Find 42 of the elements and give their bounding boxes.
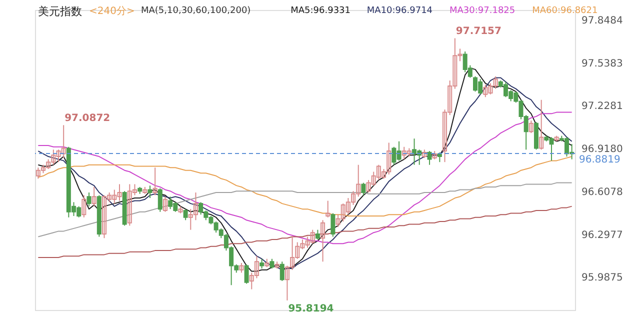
candlestick: [539, 99, 544, 150]
text: MA10:96.9714: [366, 6, 433, 16]
candlestick: [244, 264, 249, 284]
y-tick-label: 97.5383: [582, 58, 623, 70]
candlestick: [92, 186, 96, 207]
candlestick: [427, 150, 432, 166]
candlestick: [270, 258, 274, 270]
candlestick: [239, 262, 244, 274]
y-tick-label: 95.9875: [582, 272, 623, 284]
candlestick: [528, 120, 534, 134]
annotation: 97.0872: [64, 113, 110, 124]
candlestick: [86, 192, 92, 207]
line-series: [38, 182, 572, 238]
candlestick: [320, 220, 326, 262]
candlestick: [361, 182, 366, 196]
candlestick: [330, 212, 336, 238]
annotation: MA(5,10,30,60,100,200): [141, 6, 251, 16]
candlestick: [148, 185, 152, 199]
y-tick-label: 96.2977: [582, 230, 623, 241]
chart-title: 美元指数: [38, 5, 82, 18]
line-series: [38, 206, 572, 258]
y-tick-label: 96.6078: [582, 186, 623, 198]
y-tick-label: 97.2281: [582, 101, 623, 112]
candlestick: [183, 208, 188, 221]
candlestick: [82, 194, 86, 218]
text: MA5:96.9331: [290, 6, 351, 16]
annotation: 95.8194: [288, 303, 334, 314]
candlestick: [152, 167, 158, 196]
ref-line-label: 96.8819: [579, 154, 620, 166]
candlestick: [158, 188, 162, 212]
line-series: [38, 112, 572, 244]
candlestick: [326, 200, 330, 218]
candlestick: [260, 258, 264, 270]
y-tick-label: 97.8484: [582, 15, 623, 26]
candlestick: [162, 196, 168, 212]
y-tick-label: 96.9180: [582, 144, 623, 156]
chart-subtitle: <240分>: [89, 5, 135, 17]
annotation: 97.7157: [456, 26, 502, 38]
candlestick: [315, 229, 320, 240]
candlestick: [280, 261, 284, 282]
text: MA30:97.1825: [450, 6, 516, 16]
text: MA60:96.8621: [532, 6, 598, 16]
